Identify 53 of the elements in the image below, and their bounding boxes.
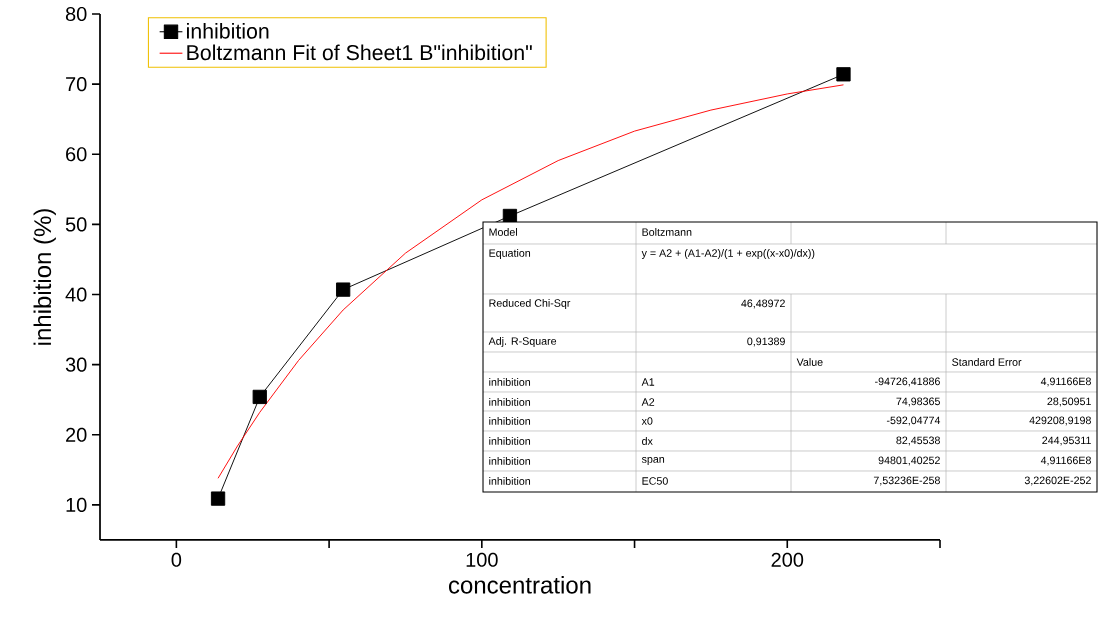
y-tick-label: 50 [65,217,87,232]
annotation: 0,91389 [747,337,785,347]
y-tick-label: 30 [65,357,87,372]
annotation: 74,98365 [896,397,940,407]
x-tick-label: 0 [171,552,182,567]
text: 3,22602E-252 [1024,476,1091,486]
annotation: 46,48972 [741,299,785,309]
annotation: -94726,41886 [875,377,940,387]
annotation: EC50 [642,477,668,485]
text: 4,91166E8 [1040,456,1091,466]
point [252,389,267,405]
annotation: y = A2 + (A1-A2)/(1 + exp((x-x0)/dx)) [641,249,815,259]
annotation: inhibition [489,477,531,485]
annotation: A2 [641,398,655,406]
text: 28,50951 [1047,397,1091,407]
annotation: A1 [641,378,655,386]
x-tick-label: 100 [466,552,498,567]
annotation: inhibition [489,437,531,445]
annotation: Value [796,358,823,366]
y-tick-label: 80 [65,6,87,22]
annotation: Equation [489,249,531,259]
text: 429208,9198 [1029,416,1091,426]
text: 244,95311 [1042,436,1091,446]
y-tick-label: 20 [66,427,87,442]
annotation: Model [489,228,517,236]
annotation: -592,04774 [886,416,941,426]
annotation: 7,53236E-258 [873,476,940,486]
annotation: dx [642,437,653,445]
legend-label: Boltzmann Fit of Sheet1 B"inhibition" [187,44,532,61]
point [336,282,351,297]
annotation: inhibition [489,457,531,465]
y-tick-label: 10 [66,497,87,512]
annotation: span [641,457,665,465]
annotation: inhibition [489,417,531,425]
annotation: inhibition [489,398,531,406]
annotation: 94801,40252 [878,456,940,466]
annotation: inhibition [489,378,531,386]
text: Standard Error [952,358,1022,366]
annotation: x0 [641,417,653,425]
legend-label: inhibition [187,23,269,39]
y-axis-title: inhibition (%) [33,209,56,345]
point [836,67,851,82]
x-tick-label: 200 [771,552,804,567]
y-tick-label: 70 [66,77,87,92]
y-tick-label: 60 [66,147,87,162]
point [210,491,226,506]
annotation: Boltzmann [642,228,692,236]
annotation: 82,45538 [896,436,940,446]
annotation: Adj. R-Square [488,337,557,347]
y-tick-label: 40 [65,287,87,302]
x-axis-title: concentration [448,576,591,594]
annotation: Reduced Chi-Sqr [489,299,571,309]
text: 4,91166E8 [1040,377,1091,387]
